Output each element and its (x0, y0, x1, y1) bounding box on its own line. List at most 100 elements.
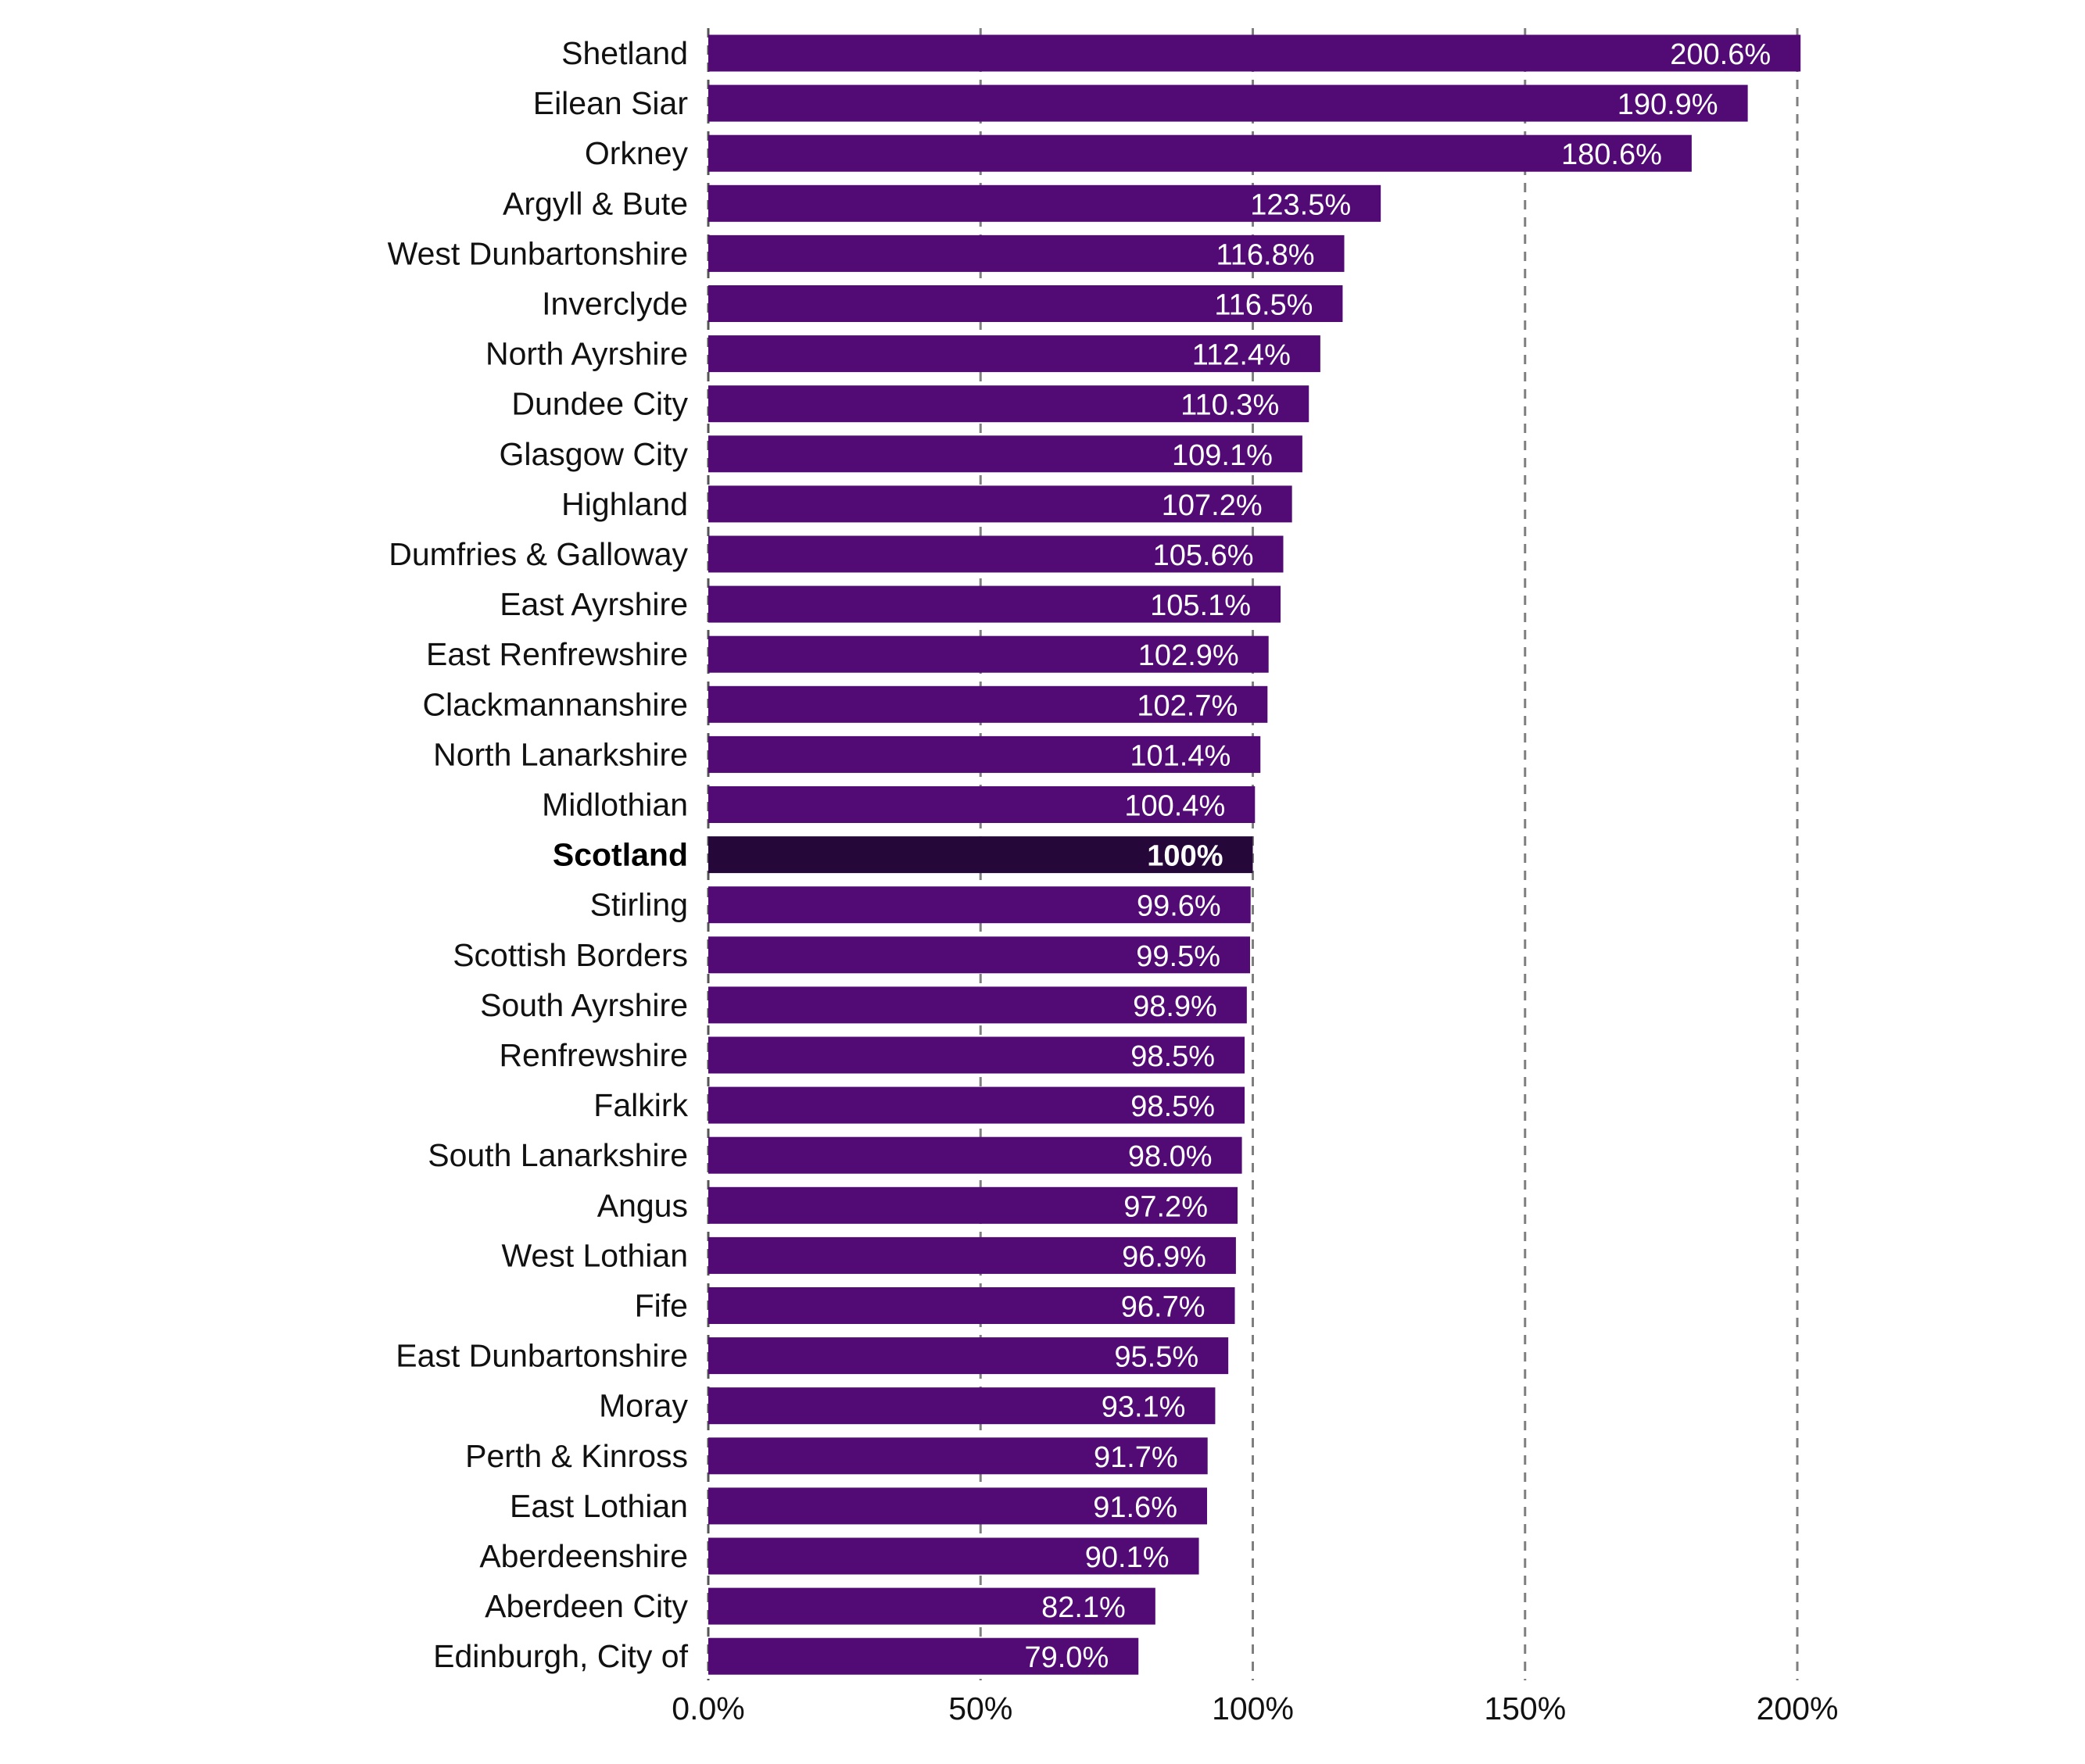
data-label: 116.8% (1216, 238, 1314, 271)
category-label: Scottish Borders (453, 937, 688, 973)
bar (708, 335, 1320, 373)
category-label: North Lanarkshire (433, 736, 688, 772)
bar (708, 435, 1302, 473)
bars (708, 34, 1801, 1675)
category-label: Glasgow City (499, 436, 688, 472)
category-label: Aberdeen City (485, 1588, 688, 1624)
x-tick-label: 150% (1484, 1691, 1566, 1726)
category-label: Inverclyde (542, 286, 688, 322)
category-labels: Shetland Eilean Siar Orkney Argyll & Bute We… (388, 35, 689, 1674)
data-label: 107.2% (1162, 489, 1263, 522)
data-label: 112.4% (1192, 339, 1291, 372)
data-label: 96.7% (1121, 1291, 1206, 1324)
category-label: Stirling (590, 887, 688, 923)
data-label: 116.5% (1214, 289, 1313, 322)
data-label: 99.6% (1137, 890, 1221, 923)
category-label: Orkney (585, 135, 689, 171)
data-label: 105.1% (1150, 589, 1251, 622)
data-label: 110.3% (1180, 389, 1279, 422)
category-label: Clackmannanshire (422, 686, 688, 722)
data-label: 98.0% (1128, 1140, 1213, 1173)
bar (708, 1337, 1229, 1375)
category-label: Dumfries & Galloway (389, 536, 688, 572)
data-label: 100.4% (1124, 790, 1225, 823)
category-label: South Lanarkshire (428, 1137, 688, 1173)
data-label: 98.9% (1133, 990, 1217, 1023)
data-label: 93.1% (1102, 1391, 1186, 1424)
category-label: East Renfrewshire (426, 636, 688, 672)
bar (708, 1236, 1236, 1274)
bar (708, 485, 1292, 523)
bar (708, 585, 1281, 623)
category-label: Angus (597, 1187, 688, 1223)
bar (708, 635, 1269, 673)
category-label: East Lothian (510, 1488, 688, 1524)
bar (708, 84, 1748, 122)
data-label: 96.9% (1122, 1240, 1206, 1273)
category-label: East Dunbartonshire (396, 1338, 688, 1374)
category-label: Argyll & Bute (503, 185, 688, 221)
category-label: Shetland (561, 35, 688, 71)
bar (708, 786, 1256, 823)
data-label: 91.6% (1093, 1491, 1177, 1524)
bar (708, 986, 1247, 1024)
value-labels: 200.6% 190.9% 180.6% 123.5% 116.8% 116.5% 112.… (1024, 38, 1771, 1674)
category-label: Eilean Siar (533, 85, 688, 121)
category-label: Scotland (553, 837, 688, 873)
category-label: Aberdeenshire (479, 1538, 688, 1574)
x-tick-label: 0.0% (672, 1691, 744, 1726)
category-label: West Dunbartonshire (388, 235, 688, 271)
bar (708, 234, 1345, 272)
bar (708, 535, 1284, 573)
bar (708, 1587, 1155, 1625)
x-tick-label: 100% (1212, 1691, 1294, 1726)
category-label: West Lothian (501, 1237, 688, 1273)
bar (708, 1487, 1207, 1525)
bar (708, 735, 1261, 773)
data-label: 97.2% (1123, 1190, 1208, 1223)
x-tick-label: 200% (1757, 1691, 1839, 1726)
x-tick-label: 50% (948, 1691, 1012, 1726)
category-label: North Ayrshire (485, 336, 688, 372)
data-label: 100% (1147, 840, 1223, 873)
data-label: 105.6% (1153, 539, 1254, 572)
data-label: 82.1% (1041, 1591, 1126, 1624)
data-label: 101.4% (1130, 739, 1231, 772)
data-label: 123.5% (1250, 188, 1351, 221)
bar (708, 886, 1251, 924)
bar (708, 1387, 1216, 1425)
bar (708, 685, 1268, 723)
category-label: South Ayrshire (480, 987, 688, 1023)
category-label: Renfrewshire (499, 1037, 688, 1073)
category-label: East Ayrshire (500, 586, 688, 622)
bar (708, 1186, 1238, 1224)
bar (708, 1136, 1242, 1174)
bar-highlight (708, 836, 1253, 874)
bar (708, 1086, 1245, 1124)
data-label: 102.9% (1138, 639, 1239, 672)
data-label: 109.1% (1172, 439, 1273, 472)
category-label: Fife (635, 1288, 688, 1324)
data-label: 190.9% (1617, 88, 1718, 121)
data-label: 98.5% (1130, 1090, 1215, 1123)
category-label: Edinburgh, City of (433, 1638, 689, 1674)
category-label: Perth & Kinross (465, 1438, 688, 1474)
bar (708, 1537, 1199, 1575)
bar (708, 285, 1343, 322)
data-label: 90.1% (1085, 1541, 1170, 1574)
bar (708, 1637, 1139, 1675)
data-label: 180.6% (1561, 138, 1662, 171)
x-axis-tick-labels: 0.0% 50% 100% 150% 200% (672, 1691, 1838, 1726)
data-label: 102.7% (1137, 689, 1238, 722)
bar (708, 1036, 1245, 1074)
data-label: 200.6% (1670, 38, 1771, 71)
bar (708, 1287, 1235, 1324)
category-label: Dundee City (511, 386, 688, 422)
bar (708, 184, 1381, 222)
bar (708, 936, 1251, 974)
bar (708, 134, 1692, 172)
bar (708, 385, 1309, 423)
bar (708, 34, 1801, 72)
